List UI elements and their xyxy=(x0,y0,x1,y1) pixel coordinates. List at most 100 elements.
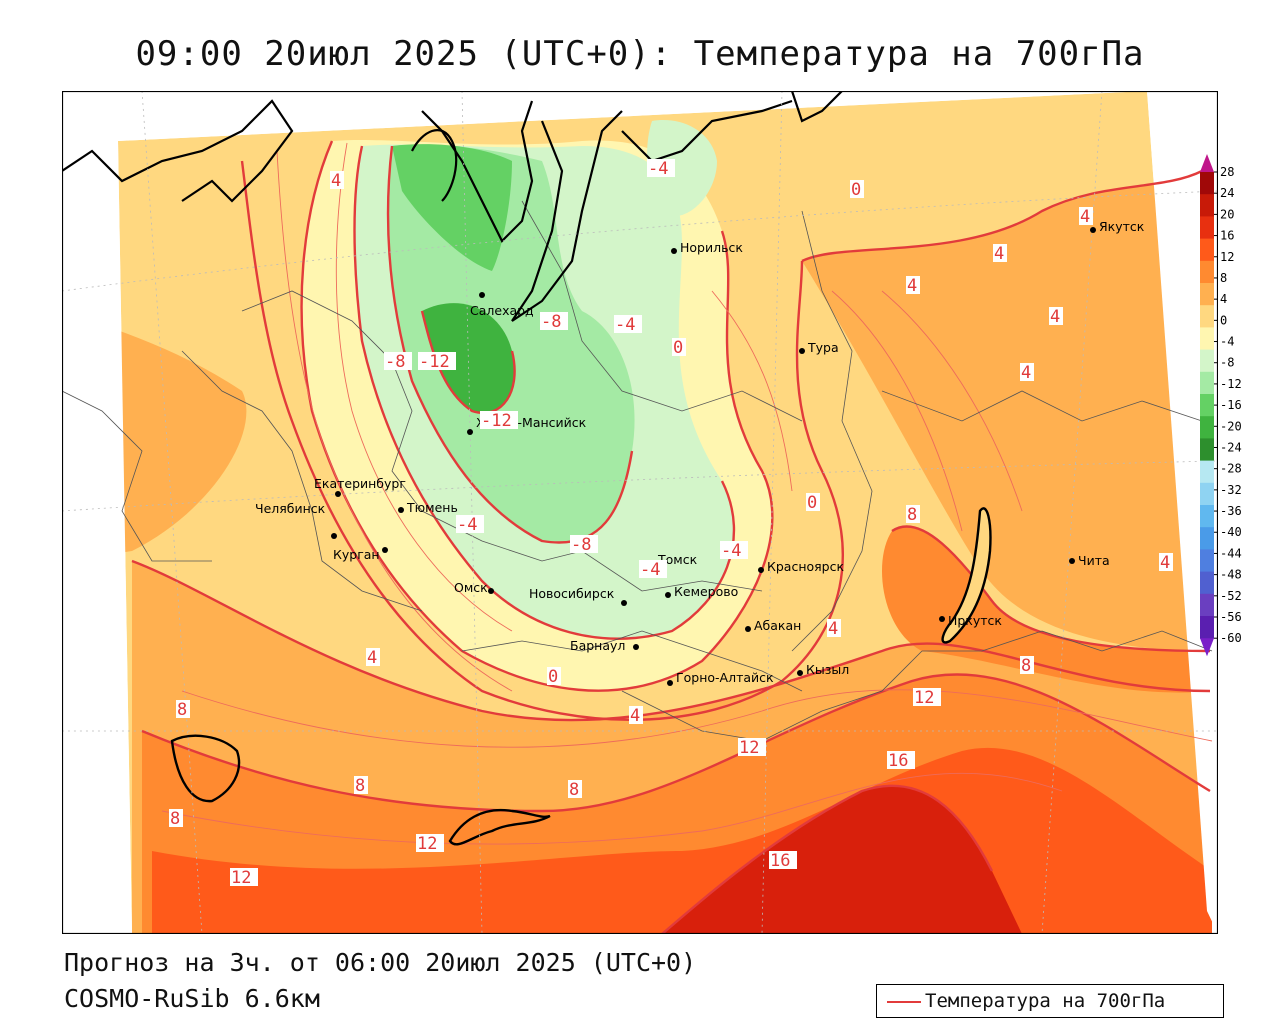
coast-taymyr xyxy=(621,99,793,163)
colorbar-swatch xyxy=(1200,438,1214,462)
colorbar-tick-label: 12 xyxy=(1220,250,1234,264)
isotherm-label-bg xyxy=(906,505,920,523)
graticule-line xyxy=(461,91,483,934)
colorbar-swatch xyxy=(1200,327,1214,351)
isotherm-label-text: 8 xyxy=(170,809,180,829)
isotherm-label: -4 xyxy=(720,541,748,561)
isotherm-label-bg xyxy=(1079,207,1093,225)
isotherm-label: 4 xyxy=(1049,307,1063,327)
isotherm-0 xyxy=(300,140,774,692)
isotherm-label-bg xyxy=(1020,363,1034,381)
city-marker xyxy=(1090,227,1096,233)
isotherm-label-text: 0 xyxy=(548,667,558,687)
temperature-map[interactable]: Якутск Норильск Салехард Тура Ханты-Манс… xyxy=(62,91,1218,934)
isotherm-label: 0 xyxy=(672,338,686,358)
isotherm-label: 4 xyxy=(827,619,841,639)
city-marker xyxy=(633,644,639,650)
colorbar-swatch xyxy=(1200,394,1214,417)
colorbar-tick-label: -44 xyxy=(1220,546,1242,560)
city-yakutsk: Якутск xyxy=(1090,219,1145,234)
city-marker xyxy=(621,600,627,606)
isotherm-label: 8 xyxy=(1020,656,1034,676)
isotherm-label: 4 xyxy=(993,244,1007,264)
isotherm-labels: 4 -4 0 4 4 4 4 -8 -12 -8 -4 0 -12 4 0 8 … xyxy=(169,159,1173,888)
isotherm-label-text: 0 xyxy=(807,493,817,513)
city-barnaul: Барнаул xyxy=(570,638,639,653)
isotherm-label-bg xyxy=(647,159,675,177)
colorbar-tick-label: -24 xyxy=(1220,440,1242,454)
isotherm-label-bg xyxy=(720,541,748,559)
model-info: COSMO-RuSib 6.6км xyxy=(64,984,320,1013)
isotherm-label-text: -8 xyxy=(541,312,561,332)
isotherm-label-bg xyxy=(540,312,568,330)
isotherm-label: 12 xyxy=(416,834,444,854)
isotherm-label: 0 xyxy=(547,667,561,687)
isotherm-label: 16 xyxy=(769,851,797,871)
lake-baikal xyxy=(941,507,992,644)
isotherm-label: 8 xyxy=(169,809,183,829)
lake-balkhash xyxy=(448,808,551,846)
isotherm-label-text: 4 xyxy=(367,648,377,668)
colorbar-swatch xyxy=(1200,305,1214,328)
isotherm-label: 8 xyxy=(568,780,582,800)
colorbar-swatch xyxy=(1200,616,1214,639)
isotherm-label: 0 xyxy=(850,180,864,200)
outside-domain-top xyxy=(62,91,1218,141)
isotherm-label: 8 xyxy=(176,700,190,720)
colorbar: 28 24 20 16 12 8 4 0 -4 -8 -12 -16 -20 -24 -28 -32 -36 -4… xyxy=(1200,154,1242,657)
colorbar-tick-label: 20 xyxy=(1220,207,1234,221)
city-label: Кемерово xyxy=(674,584,738,599)
graticule xyxy=(62,91,1218,934)
isotherm-minus12 xyxy=(420,310,516,414)
boundary-line xyxy=(461,630,803,692)
city-marker xyxy=(331,533,337,539)
boundary-line xyxy=(922,630,1213,652)
isotherm-label-text: 0 xyxy=(851,180,861,200)
isotherm-label-text: -8 xyxy=(385,352,405,372)
field-hot-20 xyxy=(662,785,1022,934)
city-label: Горно-Алтайск xyxy=(676,670,774,685)
city-novosibirsk: Новосибирск xyxy=(529,586,627,606)
city-chelyabinsk: Челябинск xyxy=(255,501,337,539)
thin-contour xyxy=(181,689,1213,748)
legend-line-sample xyxy=(887,1001,921,1003)
boundary-line xyxy=(62,390,212,562)
isotherm-label-text: 8 xyxy=(907,505,917,525)
isotherm-label-bg xyxy=(827,619,841,637)
isotherm-minus4 xyxy=(353,145,736,640)
forecast-info: Прогноз на 3ч. от 06:00 20июл 2025 (UTC+… xyxy=(64,948,697,977)
isotherm-label-bg xyxy=(330,171,344,189)
isotherm-label-text: -8 xyxy=(571,535,591,555)
colorbar-swatch xyxy=(1200,482,1214,506)
isotherm-label-bg xyxy=(570,535,598,553)
isotherm-label: 12 xyxy=(913,688,941,708)
boundary-line xyxy=(881,390,1203,422)
map-title: 09:00 20июл 2025 (UTC+0): Температура на… xyxy=(135,34,1145,74)
city-label: Якутск xyxy=(1099,219,1145,234)
colorbar-swatch xyxy=(1200,527,1214,550)
isotherm-label-text: 4 xyxy=(630,706,640,726)
graticule-line xyxy=(62,460,1218,512)
city-yekaterinburg: Екатеринбург xyxy=(314,476,406,497)
colorbar-swatch xyxy=(1200,216,1214,240)
colorbar-tick-label: 4 xyxy=(1220,292,1227,306)
city-marker xyxy=(758,567,764,573)
isotherm-label-text: 12 xyxy=(231,868,251,888)
colorbar-swatch xyxy=(1200,460,1214,484)
colorbar-swatch xyxy=(1200,194,1214,217)
city-marker xyxy=(382,547,388,553)
colorbar-tick-label: 24 xyxy=(1220,186,1234,200)
isotherm-label-text: -4 xyxy=(457,515,477,535)
colorbar-tick-label: 8 xyxy=(1220,271,1227,285)
isotherm-label-bg xyxy=(993,244,1007,262)
city-gorno-altaysk: Горно-Алтайск xyxy=(667,670,774,686)
colorbar-swatch xyxy=(1200,172,1214,195)
isotherm-label: -4 xyxy=(639,560,667,580)
coastline xyxy=(62,91,843,322)
isotherm-label: -12 xyxy=(418,352,456,372)
city-marker xyxy=(488,588,494,594)
isotherm-4-east xyxy=(801,169,1203,263)
isotherm-label-text: 12 xyxy=(914,688,934,708)
isotherm-label-text: -12 xyxy=(481,411,512,431)
city-label: Салехард xyxy=(470,303,534,318)
